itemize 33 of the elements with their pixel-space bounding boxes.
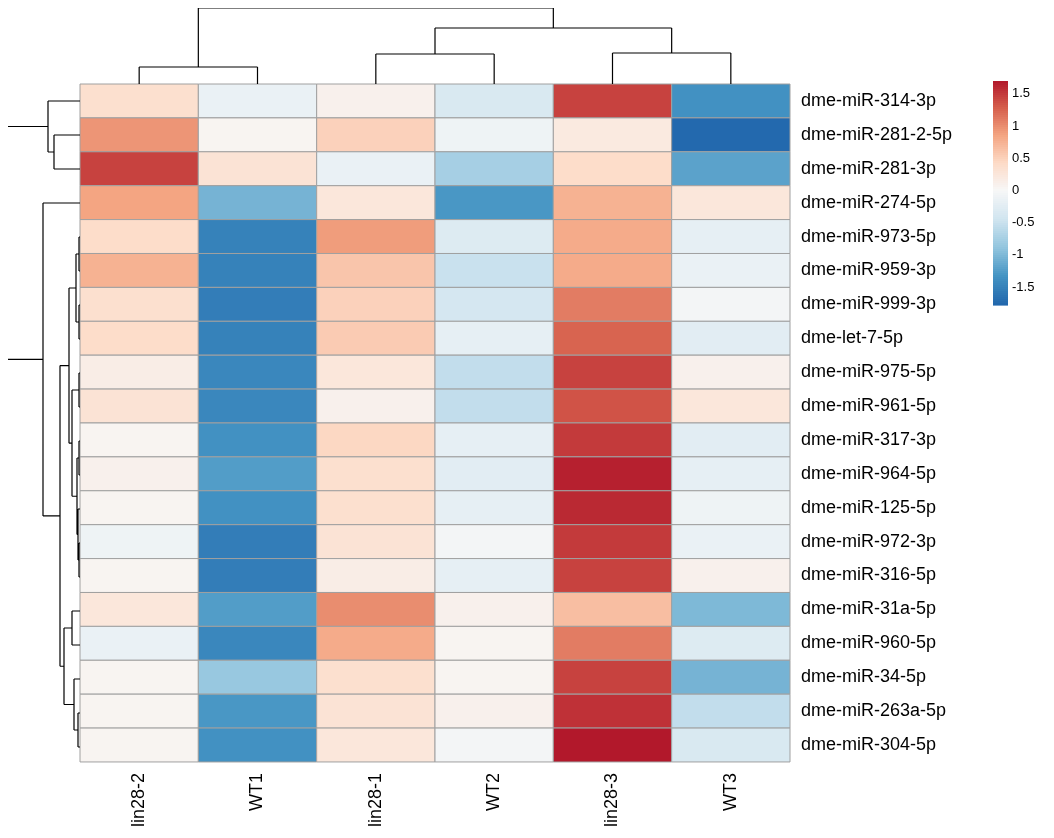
y-tick-label: dme-miR-961-5p	[801, 395, 937, 415]
y-tick-label: dme-let-7-5p	[801, 327, 904, 348]
x-tick-label: lin28-2	[128, 772, 149, 828]
x-tick-label: lin28-3	[601, 772, 622, 828]
y-tick-label: dme-miR-317-3p	[801, 428, 937, 449]
color-bar-label: 1	[1012, 117, 1020, 133]
y-tick-label: dme-miR-31a-5p	[801, 598, 937, 619]
y-tick-label: dme-miR-274-5p	[801, 191, 937, 212]
y-tick-label: dme-miR-125-5p	[801, 496, 937, 517]
y-tick-label: dme-miR-999-3p	[801, 293, 937, 314]
y-tick-label: dme-miR-973-5p	[801, 225, 937, 246]
x-tick-label: lin28-1	[364, 772, 385, 828]
x-tick-label: WT2	[483, 772, 504, 811]
y-tick-label: dme-miR-34-5p	[801, 666, 927, 687]
y-tick-label: dme-miR-316-5p	[801, 564, 937, 585]
y-tick-label: dme-miR-960-5p	[801, 632, 937, 653]
color-bar-label: 1.5	[1012, 85, 1031, 101]
y-tick-label: dme-miR-263a-5p	[801, 700, 947, 721]
y-tick-label: dme-miR-959-3p	[801, 259, 937, 280]
y-tick-label: dme-miR-972-3p	[801, 530, 937, 551]
y-tick-label: dme-miR-964-5p	[801, 462, 937, 483]
x-tick-label: WT1	[246, 772, 267, 811]
color-bar-label: -0.5	[1012, 214, 1035, 230]
y-tick-label: dme-miR-314-3p	[801, 89, 937, 110]
color-bar-label: -1	[1012, 246, 1024, 262]
x-tick-label: WT3	[719, 772, 740, 811]
y-tick-label: dme-miR-304-5p	[801, 733, 937, 754]
color-bar-label: 0.5	[1012, 149, 1031, 165]
color-bar-label: -1.5	[1012, 278, 1035, 294]
color-bar-label: 0	[1012, 182, 1020, 197]
y-tick-label: dme-miR-975-5p	[801, 361, 937, 382]
y-tick-label: dme-miR-281-2-5p	[801, 123, 953, 144]
y-tick-label: dme-miR-281-3p	[801, 157, 937, 178]
